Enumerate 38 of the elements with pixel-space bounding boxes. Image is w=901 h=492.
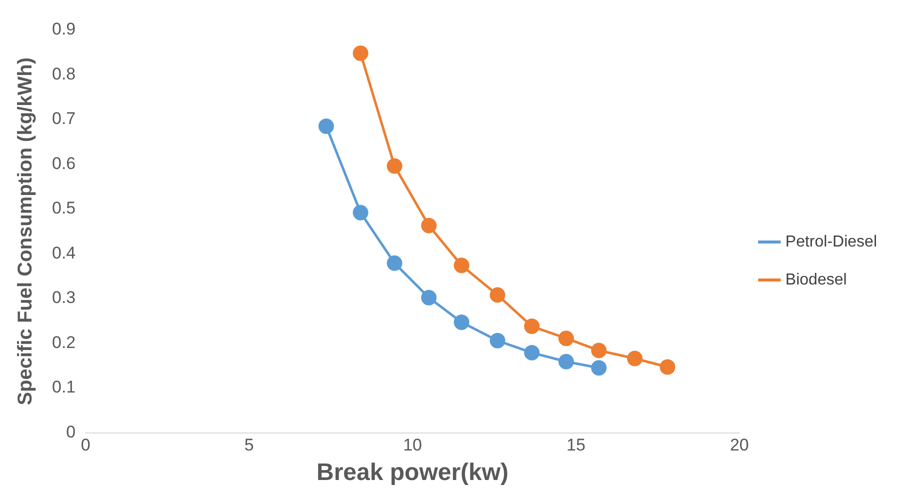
x-tick-label: 10 <box>403 436 422 455</box>
y-tick-label: 0.8 <box>52 64 76 84</box>
y-tick-label: 0.7 <box>52 109 76 128</box>
point <box>454 258 470 274</box>
point <box>558 330 574 346</box>
y-tick-label: 0.3 <box>52 288 76 308</box>
point <box>421 290 437 306</box>
point <box>524 344 540 360</box>
point <box>386 255 402 271</box>
point <box>591 360 607 376</box>
point <box>454 314 470 330</box>
point <box>591 342 607 358</box>
y-tick-label: 0.9 <box>52 20 76 39</box>
point <box>490 332 506 348</box>
x-tick-label: 5 <box>244 436 254 455</box>
legend-label: Petrol-Diesel <box>785 233 878 250</box>
x-tick-label: 0 <box>80 436 90 455</box>
y-tick-label: 0.6 <box>52 154 76 173</box>
point <box>558 354 574 370</box>
point <box>490 287 506 303</box>
x-tick-label: 20 <box>730 436 749 455</box>
point <box>524 318 540 334</box>
point <box>660 359 676 375</box>
y-tick-label: 0.2 <box>52 332 76 352</box>
y-axis-title: Specific Fuel Consumption (kg/kWh) <box>14 58 37 406</box>
x-tick-label: 15 <box>566 436 586 455</box>
point <box>421 218 437 234</box>
y-tick-label: 0.5 <box>52 198 76 218</box>
x-axis-title: Break power(kw) <box>316 459 509 486</box>
point <box>627 350 643 366</box>
y-tick-label: 0.4 <box>52 243 76 262</box>
point <box>386 158 402 174</box>
point <box>352 46 368 62</box>
y-tick-label: 0 <box>66 422 76 442</box>
y-tick-label: 0.1 <box>52 378 76 397</box>
point <box>352 204 368 220</box>
legend-label: Biodesel <box>785 271 847 288</box>
point <box>318 118 334 134</box>
